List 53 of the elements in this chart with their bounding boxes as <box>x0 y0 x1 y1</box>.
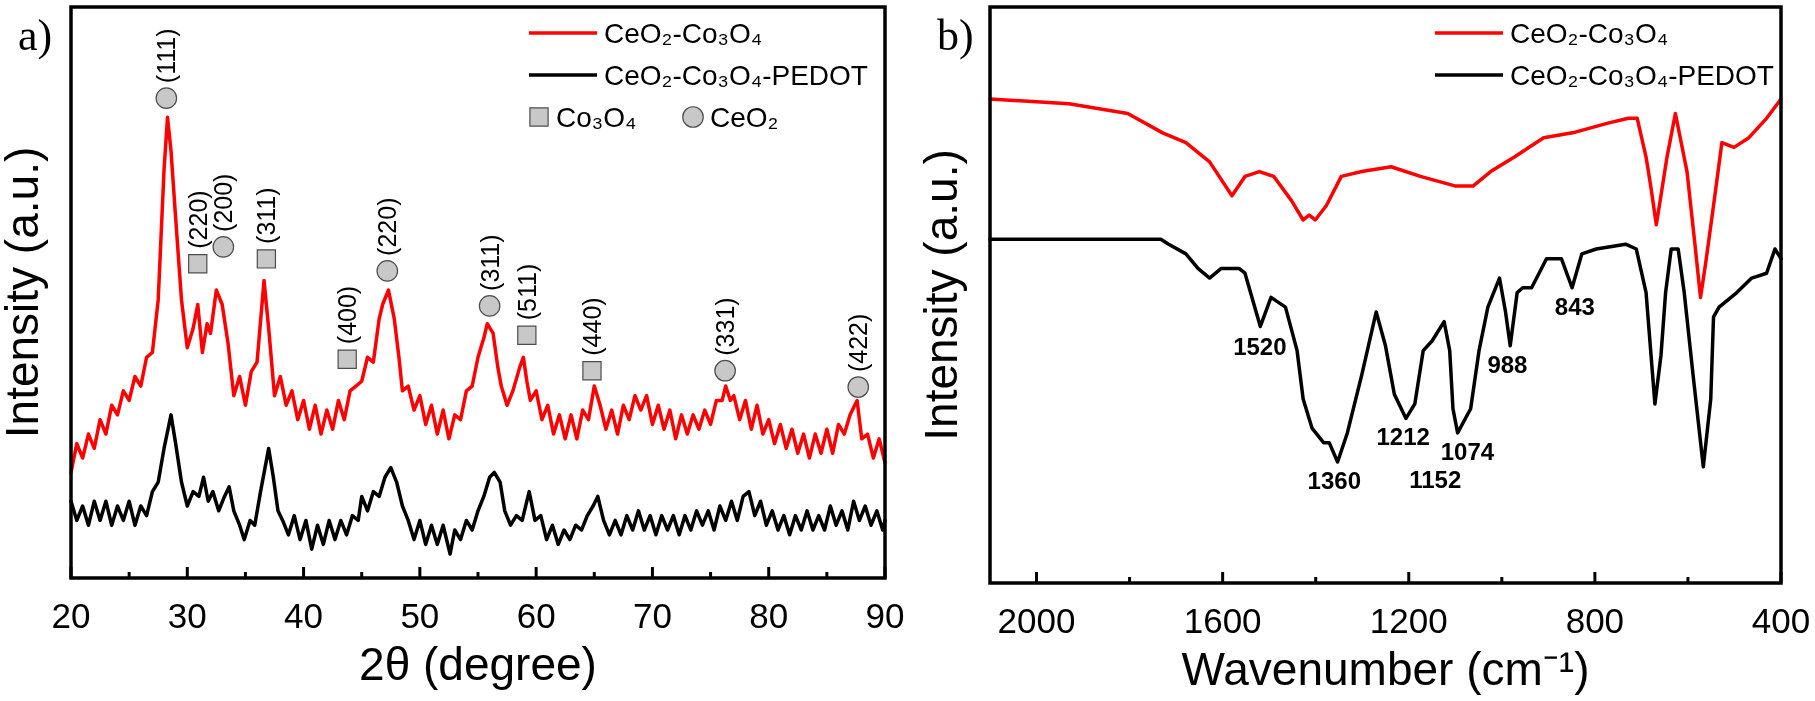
annotation: (220) <box>183 190 212 249</box>
annotation: 1074 <box>1440 437 1495 465</box>
x-tick-label: 60 <box>516 596 556 635</box>
x-tick-label: 800 <box>1565 601 1625 640</box>
x-tick-label: 1600 <box>1183 601 1262 640</box>
point <box>155 87 178 109</box>
legend-label: CeO₂-Co₃O₄-PEDOT <box>1510 59 1774 91</box>
y-axis-title: Intensity (a.u.) <box>0 146 48 439</box>
chart-title: b) <box>937 11 974 60</box>
annotation: (400) <box>333 285 362 345</box>
legend-label: CeO₂-Co₃O₄ <box>1510 17 1669 49</box>
x-tick-label: 20 <box>51 596 91 635</box>
annotation: (440) <box>577 297 606 356</box>
point <box>847 376 870 398</box>
x-tick-label: 70 <box>632 596 672 635</box>
y-axis-title: Intensity (a.u.) <box>915 149 967 441</box>
x-axis-title: Wavenumber (cm⁻¹) <box>1181 643 1590 695</box>
annotation: (311) <box>252 187 281 244</box>
point <box>337 349 357 369</box>
point <box>517 325 537 345</box>
x-tick-label: 30 <box>167 596 207 635</box>
x-tick-label: 50 <box>400 596 440 635</box>
annotation: (220) <box>373 197 402 256</box>
annotation: (331) <box>711 297 740 356</box>
point <box>376 260 399 282</box>
x-tick-label: 2000 <box>997 601 1076 640</box>
annotation: 843 <box>1554 292 1595 320</box>
legend-label: CeO₂ <box>710 101 779 133</box>
annotation: (311) <box>475 234 504 291</box>
x-tick-label: 1200 <box>1369 601 1448 640</box>
chart-title: a) <box>18 11 53 60</box>
x-tick-label: 400 <box>1751 601 1811 640</box>
annotation: 1152 <box>1409 465 1462 493</box>
point <box>582 361 602 381</box>
point <box>714 359 736 382</box>
x-tick-label: 90 <box>865 596 905 635</box>
x-tick-label: 40 <box>284 596 324 635</box>
legend-label: CeO₂-Co₃O₄ <box>604 17 763 49</box>
annotation: 1520 <box>1233 332 1287 360</box>
annotation: (111) <box>152 28 181 84</box>
point <box>188 254 208 274</box>
point <box>212 236 235 258</box>
legend-label: Co₃O₄ <box>556 101 637 133</box>
point <box>478 295 501 317</box>
x-tick-label: 80 <box>749 596 789 635</box>
legend-label: CeO₂-Co₃O₄-PEDOT <box>604 59 868 91</box>
annotation: (511) <box>512 263 541 321</box>
annotation: 988 <box>1487 350 1528 378</box>
point <box>256 249 277 269</box>
x-axis-title: 2θ (degree) <box>359 638 597 690</box>
annotation: 1212 <box>1376 422 1430 450</box>
annotation: 1360 <box>1307 466 1362 494</box>
annotation: (422) <box>844 313 873 373</box>
